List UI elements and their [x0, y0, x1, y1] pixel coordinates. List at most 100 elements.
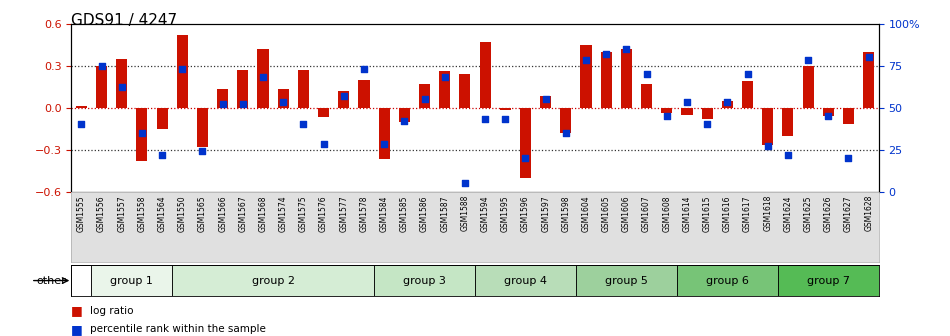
Text: GSM1604: GSM1604: [581, 195, 591, 232]
Bar: [76, 106, 86, 108]
Point: [821, 113, 836, 119]
Point: [618, 46, 634, 51]
Point: [256, 75, 271, 80]
Point: [437, 75, 452, 80]
Point: [356, 66, 371, 72]
Bar: [600, 51, 612, 108]
Bar: [71, 265, 91, 296]
Point: [559, 130, 574, 135]
Point: [679, 100, 694, 105]
Bar: [116, 58, 127, 108]
Text: GSM1606: GSM1606: [622, 195, 631, 232]
Text: GSM1556: GSM1556: [97, 195, 106, 232]
Point: [780, 152, 795, 157]
Point: [639, 71, 655, 77]
Point: [457, 180, 472, 186]
Bar: [702, 108, 712, 119]
Text: GSM1557: GSM1557: [117, 195, 126, 232]
Bar: [197, 108, 208, 147]
Text: GSM1598: GSM1598: [561, 195, 570, 232]
Point: [336, 93, 351, 98]
Text: GSM1607: GSM1607: [642, 195, 651, 232]
Bar: [783, 108, 793, 135]
Point: [134, 130, 149, 135]
Point: [740, 71, 755, 77]
Text: group 1: group 1: [110, 276, 153, 286]
Point: [598, 51, 614, 56]
Bar: [480, 42, 490, 108]
Point: [699, 122, 714, 127]
Text: GSM1574: GSM1574: [278, 195, 288, 232]
Bar: [298, 70, 309, 108]
Bar: [338, 91, 350, 108]
Bar: [500, 108, 511, 110]
Point: [417, 96, 432, 102]
Bar: [576, 265, 676, 296]
Point: [155, 152, 170, 157]
Point: [295, 122, 311, 127]
Bar: [541, 96, 551, 108]
Point: [518, 155, 533, 161]
Text: GSM1587: GSM1587: [440, 195, 449, 232]
Point: [114, 85, 129, 90]
Text: group 5: group 5: [605, 276, 648, 286]
Point: [316, 142, 332, 147]
Text: GSM1564: GSM1564: [158, 195, 166, 232]
Point: [861, 54, 876, 60]
Text: GSM1558: GSM1558: [138, 195, 146, 232]
Text: ■: ■: [71, 323, 83, 336]
Bar: [379, 108, 389, 159]
Bar: [580, 45, 592, 108]
Bar: [439, 71, 450, 108]
Bar: [358, 80, 370, 108]
Text: GSM1555: GSM1555: [77, 195, 86, 232]
Bar: [722, 100, 732, 108]
Text: GSM1566: GSM1566: [218, 195, 227, 232]
Bar: [238, 70, 248, 108]
Text: GSM1577: GSM1577: [339, 195, 349, 232]
Text: GSM1626: GSM1626: [824, 195, 833, 232]
Text: group 6: group 6: [706, 276, 749, 286]
Bar: [621, 49, 632, 108]
Bar: [681, 108, 693, 115]
Point: [760, 143, 775, 149]
Text: GSM1627: GSM1627: [844, 195, 853, 232]
Text: GSM1597: GSM1597: [542, 195, 550, 232]
Text: GSM1617: GSM1617: [743, 195, 752, 232]
Bar: [742, 81, 753, 108]
Text: GSM1588: GSM1588: [461, 195, 469, 232]
Bar: [823, 108, 834, 116]
Text: GSM1584: GSM1584: [380, 195, 389, 232]
Text: GDS91 / 4247: GDS91 / 4247: [71, 13, 178, 29]
Point: [498, 117, 513, 122]
Bar: [460, 74, 470, 108]
Text: GSM1575: GSM1575: [299, 195, 308, 232]
Text: other: other: [37, 276, 66, 286]
Bar: [778, 265, 879, 296]
Point: [801, 58, 816, 63]
Point: [720, 100, 735, 105]
Point: [376, 142, 391, 147]
Bar: [172, 265, 374, 296]
Bar: [475, 265, 576, 296]
Text: GSM1568: GSM1568: [258, 195, 268, 232]
Bar: [560, 108, 571, 133]
Text: log ratio: log ratio: [90, 306, 134, 316]
Text: GSM1550: GSM1550: [178, 195, 187, 232]
Text: GSM1565: GSM1565: [198, 195, 207, 232]
Point: [236, 101, 251, 107]
Point: [276, 100, 291, 105]
Bar: [157, 108, 167, 129]
Text: GSM1608: GSM1608: [662, 195, 672, 232]
Point: [397, 118, 412, 124]
Point: [175, 66, 190, 72]
Bar: [661, 108, 673, 113]
Text: group 4: group 4: [504, 276, 547, 286]
Text: GSM1594: GSM1594: [481, 195, 489, 232]
Text: GSM1616: GSM1616: [723, 195, 732, 232]
Bar: [399, 108, 409, 122]
Point: [94, 63, 109, 68]
Text: ■: ■: [71, 304, 83, 317]
Bar: [676, 265, 778, 296]
Bar: [137, 108, 147, 161]
